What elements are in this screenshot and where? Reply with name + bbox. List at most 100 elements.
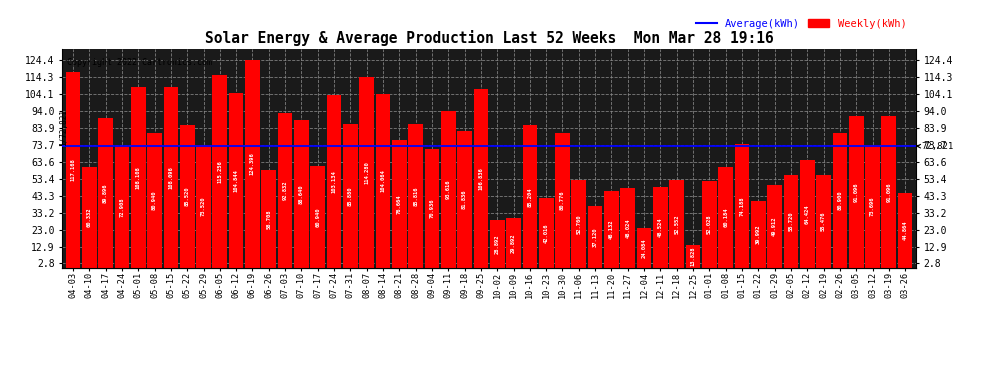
- Bar: [686, 245, 700, 268]
- Bar: [392, 140, 407, 268]
- Text: 42.016: 42.016: [544, 223, 548, 243]
- Text: 89.896: 89.896: [103, 183, 108, 203]
- Text: 106.836: 106.836: [478, 167, 483, 190]
- Bar: [441, 111, 455, 268]
- Bar: [196, 145, 211, 268]
- Text: 64.424: 64.424: [805, 204, 810, 224]
- Text: 60.332: 60.332: [87, 208, 92, 227]
- Bar: [359, 77, 374, 268]
- Bar: [457, 131, 472, 268]
- Bar: [767, 184, 782, 268]
- Bar: [751, 201, 765, 268]
- Bar: [653, 187, 667, 268]
- Bar: [294, 120, 309, 268]
- Text: 52.028: 52.028: [707, 215, 712, 234]
- Bar: [473, 89, 488, 268]
- Bar: [604, 191, 619, 268]
- Bar: [98, 118, 113, 268]
- Bar: [702, 181, 717, 268]
- Bar: [425, 149, 440, 268]
- Bar: [213, 75, 227, 268]
- Text: 115.256: 115.256: [218, 160, 223, 183]
- Text: 117.168: 117.168: [70, 159, 75, 182]
- Text: 48.024: 48.024: [626, 218, 631, 238]
- Text: 85.816: 85.816: [413, 186, 418, 206]
- Text: 108.096: 108.096: [168, 166, 173, 189]
- Text: 80.900: 80.900: [838, 190, 842, 210]
- Text: 76.664: 76.664: [397, 194, 402, 214]
- Text: 103.134: 103.134: [332, 170, 337, 193]
- Text: 104.844: 104.844: [234, 169, 239, 192]
- Text: 88.640: 88.640: [299, 184, 304, 204]
- Text: 52.552: 52.552: [674, 214, 679, 234]
- Bar: [783, 175, 798, 268]
- Text: 93.616: 93.616: [446, 180, 450, 200]
- Text: 52.760: 52.760: [576, 214, 581, 234]
- Bar: [800, 160, 815, 268]
- Bar: [131, 87, 146, 268]
- Text: 58.708: 58.708: [266, 209, 271, 229]
- Text: 60.940: 60.940: [315, 207, 320, 227]
- Text: 72.908: 72.908: [120, 197, 125, 217]
- Bar: [148, 133, 162, 268]
- Text: 60.184: 60.184: [723, 208, 729, 228]
- Text: 70.936: 70.936: [430, 199, 435, 219]
- Bar: [833, 133, 847, 268]
- Legend: Average(kWh), Weekly(kWh): Average(kWh), Weekly(kWh): [692, 15, 911, 33]
- Text: 73.520: 73.520: [201, 197, 206, 216]
- Text: 85.880: 85.880: [347, 186, 352, 206]
- Bar: [637, 228, 651, 268]
- Text: 85.204: 85.204: [528, 187, 533, 207]
- Bar: [571, 180, 586, 268]
- Bar: [229, 93, 244, 268]
- Text: 92.832: 92.832: [282, 181, 288, 200]
- Text: 29.892: 29.892: [511, 233, 516, 253]
- Text: 73.696: 73.696: [870, 196, 875, 216]
- Text: 37.120: 37.120: [593, 227, 598, 247]
- Text: 91.096: 91.096: [853, 182, 858, 202]
- Bar: [865, 145, 880, 268]
- Text: 49.912: 49.912: [772, 217, 777, 236]
- Bar: [555, 133, 570, 268]
- Bar: [311, 166, 325, 268]
- Bar: [343, 124, 357, 268]
- Bar: [261, 170, 276, 268]
- Bar: [523, 126, 538, 268]
- Text: 46.132: 46.132: [609, 220, 614, 239]
- Bar: [65, 72, 80, 268]
- Bar: [82, 167, 97, 268]
- Bar: [669, 180, 684, 268]
- Bar: [848, 116, 863, 268]
- Text: 39.992: 39.992: [755, 225, 760, 245]
- Text: 48.524: 48.524: [658, 218, 663, 237]
- Bar: [719, 167, 733, 268]
- Bar: [163, 87, 178, 268]
- Bar: [375, 94, 390, 268]
- Bar: [881, 116, 896, 268]
- Text: 44.864: 44.864: [903, 221, 908, 240]
- Bar: [408, 124, 423, 268]
- Text: 91.096: 91.096: [886, 182, 891, 202]
- Text: 1/72,821: 1/72,821: [59, 109, 68, 146]
- Text: 80.776: 80.776: [560, 191, 565, 210]
- Text: 80.940: 80.940: [152, 190, 157, 210]
- Text: 81.836: 81.836: [462, 190, 467, 209]
- Bar: [898, 193, 913, 268]
- Text: 24.084: 24.084: [642, 238, 646, 258]
- Text: 72,821: 72,821: [917, 142, 953, 151]
- Bar: [490, 220, 505, 268]
- Bar: [588, 206, 603, 268]
- Text: 108.108: 108.108: [136, 166, 141, 189]
- Text: 114.280: 114.280: [364, 161, 369, 184]
- Text: 55.720: 55.720: [788, 212, 793, 231]
- Bar: [278, 112, 292, 268]
- Text: 55.476: 55.476: [821, 212, 826, 231]
- Text: 13.828: 13.828: [690, 247, 696, 266]
- Bar: [327, 95, 342, 268]
- Title: Solar Energy & Average Production Last 52 Weeks  Mon Mar 28 19:16: Solar Energy & Average Production Last 5…: [205, 30, 773, 46]
- Text: 74.188: 74.188: [740, 196, 744, 216]
- Bar: [506, 218, 521, 268]
- Bar: [621, 188, 636, 268]
- Text: 124.396: 124.396: [249, 153, 255, 176]
- Bar: [246, 60, 259, 268]
